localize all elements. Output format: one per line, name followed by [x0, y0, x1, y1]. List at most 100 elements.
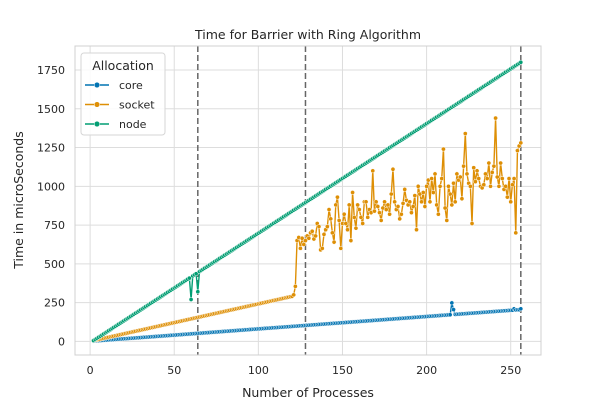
data-point-socket — [377, 210, 382, 216]
data-point-socket — [378, 218, 384, 223]
data-point-socket — [388, 191, 394, 197]
data-point-socket — [345, 227, 350, 233]
data-point-socket — [338, 245, 344, 251]
data-point-socket — [313, 233, 318, 239]
y-tick-label: 750 — [44, 219, 65, 232]
data-point-socket — [442, 205, 448, 211]
data-point-socket — [336, 218, 342, 223]
data-point-socket — [419, 199, 424, 205]
data-point-socket — [392, 199, 397, 205]
data-point-socket — [407, 199, 413, 205]
data-point-socket — [441, 146, 446, 152]
data-point-socket — [464, 171, 470, 177]
y-tick-label: 0 — [58, 335, 65, 348]
data-point-socket — [410, 204, 416, 209]
tick-layer: 0 50 100 150 200 250 0 250 500 750 1000 1250 1500 175… — [37, 64, 521, 377]
data-point-socket — [518, 140, 524, 146]
data-point-socket — [382, 199, 387, 205]
data-point-socket — [400, 201, 406, 206]
data-point-socket — [481, 182, 487, 188]
data-point-socket — [351, 214, 357, 220]
data-point-socket — [298, 245, 303, 251]
data-point-socket — [343, 221, 349, 226]
data-point-socket — [474, 168, 480, 174]
data-point-socket — [471, 165, 477, 171]
data-point-socket — [325, 224, 330, 229]
data-point-socket — [291, 292, 297, 298]
data-point-socket — [328, 216, 334, 222]
legend-items: core socket node — [85, 79, 155, 131]
data-point-socket — [467, 183, 473, 189]
y-axis-label: Time in microSeconds — [11, 131, 26, 269]
data-point-socket — [489, 170, 495, 175]
data-point-node — [188, 297, 194, 302]
y-tick-label: 1500 — [37, 103, 65, 116]
data-point-socket — [449, 202, 455, 208]
data-point-socket — [446, 183, 451, 189]
data-point-socket — [452, 199, 458, 205]
data-point-socket — [319, 245, 325, 251]
data-point-socket — [488, 183, 493, 189]
series-core — [91, 300, 524, 344]
legend-label-core: core — [119, 79, 143, 92]
legend-label-socket: socket — [119, 99, 155, 112]
chart-title: Time for Barrier with Ring Algorithm — [194, 27, 421, 42]
data-point-socket — [299, 235, 305, 241]
data-point-socket — [462, 131, 468, 136]
data-point-socket — [330, 230, 335, 236]
series-node — [91, 59, 524, 343]
data-point-socket — [402, 187, 408, 192]
data-point-socket — [513, 230, 519, 236]
data-point-socket — [510, 182, 515, 188]
series-layer — [91, 59, 524, 344]
data-point-socket — [457, 174, 463, 180]
data-point-socket — [493, 115, 498, 121]
series-socket — [91, 115, 524, 343]
x-tick-label: 150 — [332, 364, 353, 377]
data-point-socket — [515, 148, 520, 153]
data-point-socket — [395, 204, 401, 209]
y-tick-label: 1000 — [37, 180, 65, 193]
data-point-socket — [373, 199, 379, 205]
data-point-socket — [484, 176, 490, 181]
data-point-socket — [499, 176, 505, 181]
data-point-socket — [508, 199, 514, 205]
y-tick-label: 250 — [44, 297, 65, 310]
data-point-node — [195, 289, 201, 295]
data-point-socket — [363, 199, 369, 205]
y-tick-label: 1750 — [37, 64, 65, 77]
plot-frame — [74, 45, 542, 356]
data-point-socket — [469, 221, 475, 226]
data-point-socket — [326, 207, 332, 212]
data-point-socket — [447, 191, 453, 197]
data-point-socket — [346, 202, 352, 208]
data-point-socket — [432, 171, 438, 177]
data-point-socket — [360, 221, 366, 226]
data-point-socket — [439, 176, 445, 181]
data-point-socket — [473, 179, 478, 185]
data-point-socket — [429, 176, 434, 181]
data-point-socket — [365, 214, 371, 220]
data-point-socket — [451, 180, 456, 186]
data-point-socket — [293, 283, 298, 289]
data-point-socket — [353, 225, 359, 231]
data-point-core — [449, 300, 455, 306]
data-point-socket — [331, 239, 337, 245]
data-point-socket — [422, 204, 428, 209]
data-point-socket — [420, 190, 426, 195]
data-point-socket — [454, 171, 460, 177]
data-point-socket — [415, 183, 421, 189]
data-point-socket — [437, 183, 443, 189]
data-point-socket — [430, 190, 436, 195]
data-point-socket — [459, 196, 465, 202]
y-tick-label: 1250 — [37, 142, 65, 155]
data-point-socket — [491, 163, 497, 169]
legend-marker-node — [93, 120, 101, 128]
data-point-socket — [370, 168, 376, 174]
data-point-socket — [424, 183, 429, 189]
data-point-socket — [511, 176, 517, 181]
data-point-socket — [390, 166, 396, 172]
y-tick-label: 500 — [44, 258, 65, 271]
data-point-core — [451, 307, 456, 312]
legend-marker-core — [93, 81, 101, 89]
